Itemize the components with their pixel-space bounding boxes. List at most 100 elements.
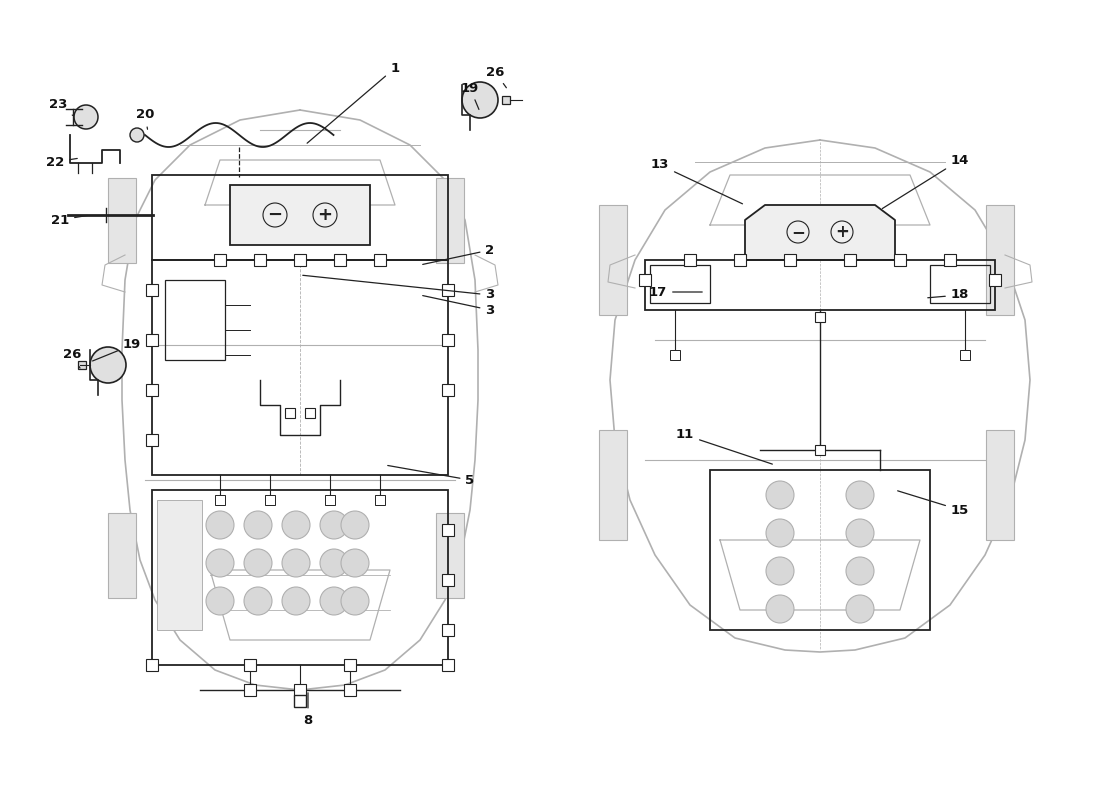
Circle shape (130, 128, 144, 142)
Circle shape (206, 587, 234, 615)
Circle shape (206, 511, 234, 539)
Bar (710, 470, 930, 630)
Text: 17: 17 (649, 286, 702, 298)
Bar (152, 260, 448, 475)
Circle shape (244, 549, 272, 577)
Text: 3: 3 (302, 275, 495, 302)
Bar (152, 175, 448, 260)
Circle shape (766, 481, 794, 509)
Circle shape (320, 549, 348, 577)
Circle shape (244, 587, 272, 615)
Circle shape (846, 557, 874, 585)
Bar (815, 312, 825, 322)
Bar (986, 430, 1014, 540)
Bar (146, 434, 158, 446)
Bar (146, 659, 158, 671)
Bar (324, 495, 336, 505)
Circle shape (766, 557, 794, 585)
Bar (989, 274, 1001, 286)
Bar (285, 408, 295, 418)
Text: 26: 26 (63, 349, 81, 368)
Bar (442, 574, 454, 586)
Text: 3: 3 (422, 295, 495, 317)
Circle shape (462, 82, 498, 118)
Bar (146, 384, 158, 396)
Bar (334, 254, 346, 266)
Text: 15: 15 (898, 491, 969, 517)
Text: 11: 11 (675, 429, 772, 464)
Bar (442, 524, 454, 536)
Text: 21: 21 (51, 214, 87, 226)
Text: 2: 2 (422, 243, 495, 265)
Circle shape (206, 549, 234, 577)
Circle shape (846, 519, 874, 547)
Polygon shape (745, 205, 895, 260)
Bar (157, 500, 202, 630)
Bar (214, 254, 225, 266)
Text: 5: 5 (387, 466, 474, 486)
Bar (78, 361, 86, 369)
Circle shape (244, 511, 272, 539)
Circle shape (320, 587, 348, 615)
Circle shape (766, 595, 794, 623)
Bar (600, 430, 627, 540)
Bar (230, 185, 370, 245)
Bar (815, 445, 825, 455)
Circle shape (341, 549, 368, 577)
Bar (442, 334, 454, 346)
Bar (436, 513, 464, 598)
Bar (645, 260, 996, 310)
Text: 22: 22 (46, 155, 77, 169)
Bar (344, 684, 356, 696)
Bar (375, 495, 385, 505)
Bar (442, 659, 454, 671)
Bar (944, 254, 956, 266)
Circle shape (282, 511, 310, 539)
Bar (214, 495, 225, 505)
Circle shape (74, 105, 98, 129)
Bar (784, 254, 796, 266)
Bar (734, 254, 746, 266)
Bar (670, 350, 680, 360)
Bar (986, 205, 1014, 315)
Bar (294, 695, 306, 707)
Bar (244, 659, 256, 671)
Bar (265, 495, 275, 505)
Bar (165, 280, 226, 360)
Text: 1: 1 (307, 62, 399, 143)
Bar (152, 490, 448, 665)
Text: +: + (318, 206, 332, 224)
Bar (930, 265, 990, 303)
Bar (108, 513, 136, 598)
Text: −: − (791, 223, 805, 241)
Bar (294, 684, 306, 696)
Text: −: − (267, 206, 283, 224)
Circle shape (282, 549, 310, 577)
Circle shape (282, 587, 310, 615)
Text: 13: 13 (651, 158, 742, 204)
Bar (146, 284, 158, 296)
Bar (639, 274, 651, 286)
Text: 18: 18 (927, 289, 969, 302)
Bar (442, 284, 454, 296)
Bar (244, 684, 256, 696)
Bar (436, 178, 464, 263)
Bar (146, 334, 158, 346)
Text: 14: 14 (882, 154, 969, 209)
Circle shape (846, 595, 874, 623)
Bar (502, 96, 510, 104)
Circle shape (846, 481, 874, 509)
Bar (305, 408, 315, 418)
Bar (650, 265, 710, 303)
Text: 20: 20 (135, 109, 154, 130)
Text: 8: 8 (304, 693, 312, 726)
Bar (844, 254, 856, 266)
Bar (254, 254, 266, 266)
Text: 26: 26 (486, 66, 506, 88)
Bar (600, 205, 627, 315)
Circle shape (766, 519, 794, 547)
Bar (894, 254, 906, 266)
Bar (294, 254, 306, 266)
Circle shape (320, 511, 348, 539)
Text: 19: 19 (461, 82, 480, 110)
